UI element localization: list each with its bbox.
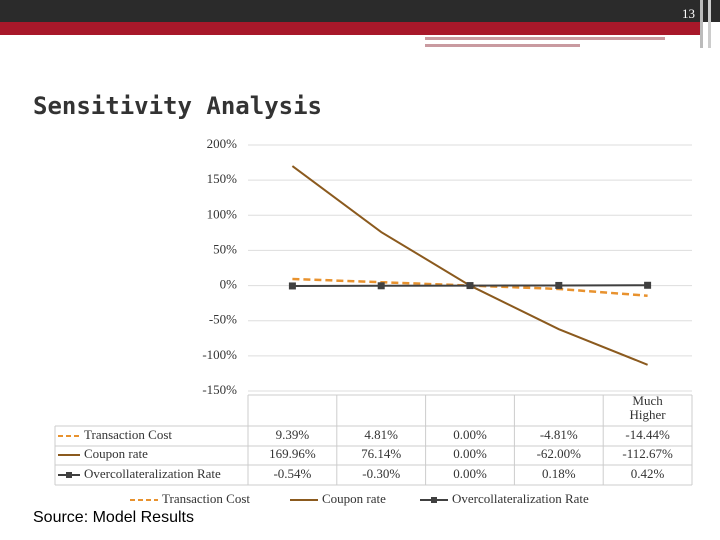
top-bar xyxy=(0,0,720,22)
table-legend-marker xyxy=(66,472,72,478)
series-marker xyxy=(288,282,296,290)
series-marker xyxy=(377,282,385,290)
table-value: -0.54% xyxy=(273,466,311,481)
y-tick-label: 200% xyxy=(207,136,238,151)
series-line xyxy=(291,165,648,366)
y-tick-label: 0% xyxy=(220,277,238,292)
legend-label: Transaction Cost xyxy=(162,491,250,506)
y-tick-label: 100% xyxy=(207,206,238,221)
y-tick-label: 150% xyxy=(207,171,238,186)
y-tick-label: -50% xyxy=(209,312,237,327)
accent-line xyxy=(425,44,580,47)
table-value: 0.18% xyxy=(542,466,576,481)
table-value: 4.81% xyxy=(364,427,398,442)
table-value: 169.96% xyxy=(269,446,316,461)
table-value: -0.30% xyxy=(362,466,400,481)
legend-label: Overcollateralization Rate xyxy=(452,491,589,506)
table-series-name: Coupon rate xyxy=(84,446,148,461)
table-value: -4.81% xyxy=(540,427,578,442)
slide-number: 13 xyxy=(682,6,695,21)
y-tick-label: -100% xyxy=(202,347,237,362)
legend-label: Coupon rate xyxy=(322,491,386,506)
table-value: -112.67% xyxy=(622,446,673,461)
legend-marker xyxy=(431,497,437,503)
accent-line xyxy=(700,0,703,48)
table-value: 0.42% xyxy=(631,466,665,481)
y-tick-label: -150% xyxy=(202,382,237,397)
table-value: 0.00% xyxy=(453,446,487,461)
table-value: 0.00% xyxy=(453,427,487,442)
table-value: 0.00% xyxy=(453,466,487,481)
series-marker xyxy=(466,282,474,290)
accent-band xyxy=(0,22,700,35)
series-marker xyxy=(644,281,652,289)
table-value: 9.39% xyxy=(276,427,310,442)
slide-title: Sensitivity Analysis xyxy=(33,92,322,120)
series-marker xyxy=(555,281,563,289)
table-value: -62.00% xyxy=(537,446,582,461)
table-series-name: Overcollateralization Rate xyxy=(84,466,221,481)
y-tick-label: 50% xyxy=(213,241,237,256)
accent-line xyxy=(708,0,711,48)
accent-line xyxy=(425,37,665,40)
x-tick-label: Much Higher xyxy=(630,393,667,422)
table-value: 76.14% xyxy=(361,446,401,461)
table-series-name: Transaction Cost xyxy=(84,427,172,442)
table-value: -14.44% xyxy=(625,427,670,442)
source-note: Source: Model Results xyxy=(33,509,194,526)
